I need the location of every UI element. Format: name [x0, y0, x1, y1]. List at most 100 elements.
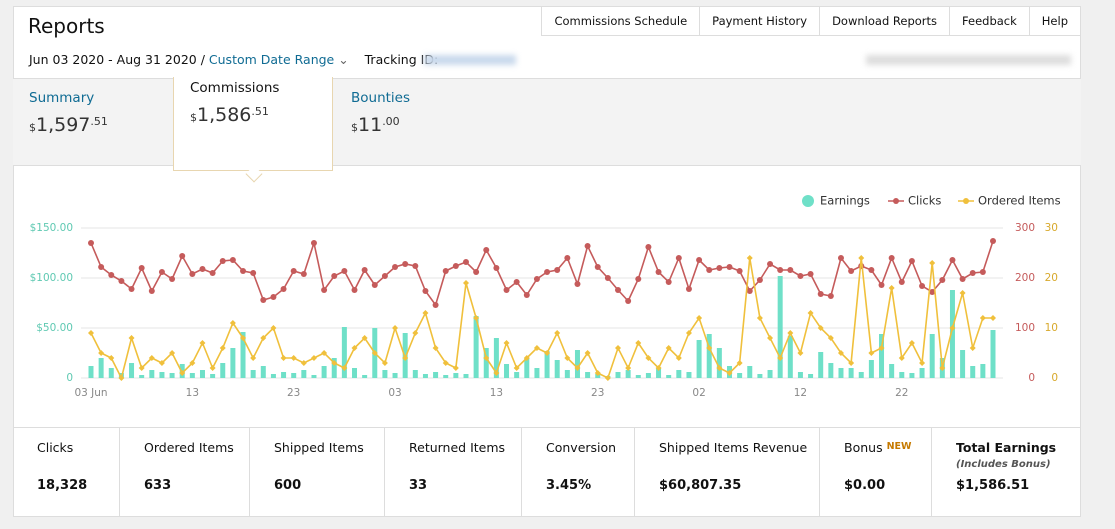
stat: Shipped Items Revenue $60,807.35 [635, 428, 820, 517]
tab[interactable]: Bounties $11.00 [335, 87, 495, 167]
bar [848, 368, 854, 378]
point [544, 269, 551, 275]
amount: 1,586 [197, 104, 252, 126]
point [706, 267, 713, 273]
point [604, 375, 611, 381]
legend-label: Ordered Items [978, 194, 1061, 208]
tab-label: Commissions [190, 80, 280, 96]
point [493, 370, 500, 376]
point [736, 360, 743, 366]
point [533, 276, 540, 282]
bar [230, 348, 236, 378]
point [98, 264, 105, 270]
point [148, 288, 155, 294]
point [310, 355, 317, 361]
bar [362, 375, 368, 378]
point [108, 272, 115, 278]
point [422, 288, 429, 294]
bar [270, 374, 276, 378]
x-tick-label: 23 [287, 387, 300, 399]
nav-item[interactable]: Download Reports [820, 6, 951, 36]
bar [260, 366, 266, 378]
bar [331, 358, 337, 378]
bar [686, 372, 692, 378]
badge: NEW [886, 441, 912, 452]
point [584, 243, 591, 249]
nav-item[interactable]: Feedback [950, 6, 1030, 36]
x-tick-label: 02 [692, 387, 705, 399]
bar [747, 366, 753, 378]
point [341, 365, 348, 371]
stat-value: 18,328 [37, 478, 88, 493]
nav-item[interactable]: Commissions Schedule [542, 6, 701, 36]
point [990, 315, 996, 321]
point [229, 257, 236, 263]
currency: $ [190, 111, 197, 124]
bar [159, 372, 165, 378]
point [351, 287, 358, 293]
legend-label: Earnings [820, 194, 870, 208]
point [280, 286, 287, 292]
point [848, 268, 855, 274]
bar [767, 370, 773, 378]
point [767, 335, 774, 341]
point [290, 355, 297, 361]
point [483, 355, 490, 361]
point [452, 263, 459, 269]
tab[interactable]: Commissions $1,586.51 [173, 77, 333, 171]
point [523, 292, 530, 298]
bar [493, 338, 499, 378]
point [888, 285, 895, 291]
nav: Commissions Schedule Payment History Downl… [541, 6, 1081, 36]
stat-value: $60,807.35 [659, 478, 742, 493]
point [513, 279, 520, 285]
point [341, 268, 348, 274]
custom-range[interactable]: Custom Date Range [208, 52, 335, 67]
point [777, 267, 784, 273]
point [929, 289, 936, 295]
point [645, 355, 652, 361]
point [108, 355, 115, 361]
point [260, 335, 267, 341]
bar [970, 366, 976, 378]
bar [443, 375, 449, 378]
chart: 0 $50.00 $100.00 $150.00 0 100 200 300 0 10 20 30 03… [30, 194, 1061, 400]
bar [635, 375, 641, 378]
point [138, 265, 145, 271]
bar [919, 368, 925, 378]
stat-label: Returned Items [409, 440, 521, 478]
stat: Clicks 18,328 [13, 428, 120, 517]
point [868, 267, 875, 273]
legend-swatch [893, 198, 899, 204]
point [381, 360, 388, 366]
nav-item[interactable]: Help [1029, 6, 1081, 36]
point [402, 261, 409, 267]
stat: Bonus NEW $0.00 [820, 428, 932, 517]
bar [879, 334, 885, 378]
nav-item[interactable]: Payment History [700, 6, 821, 36]
x-tick-label: 22 [895, 387, 908, 399]
point [270, 294, 277, 300]
point [685, 330, 692, 336]
bar [291, 373, 297, 378]
point [939, 277, 946, 283]
point [381, 273, 388, 279]
point [929, 260, 936, 266]
stat: Total Earnings (Includes Bonus) $1,586.51 [932, 428, 1081, 517]
bar [382, 370, 388, 378]
stat-name: Shipped Items Revenue [659, 440, 808, 455]
tab[interactable]: Summary $1,597.51 [13, 87, 173, 167]
point [250, 270, 257, 276]
stat-label: Clicks [37, 440, 119, 478]
bar [514, 372, 520, 378]
bar [544, 351, 550, 378]
blurred-id [424, 55, 516, 65]
point [219, 258, 226, 264]
bar [534, 368, 540, 378]
bar [341, 327, 347, 378]
point [908, 258, 915, 264]
point [635, 340, 642, 346]
point [939, 365, 946, 371]
point [675, 255, 682, 261]
